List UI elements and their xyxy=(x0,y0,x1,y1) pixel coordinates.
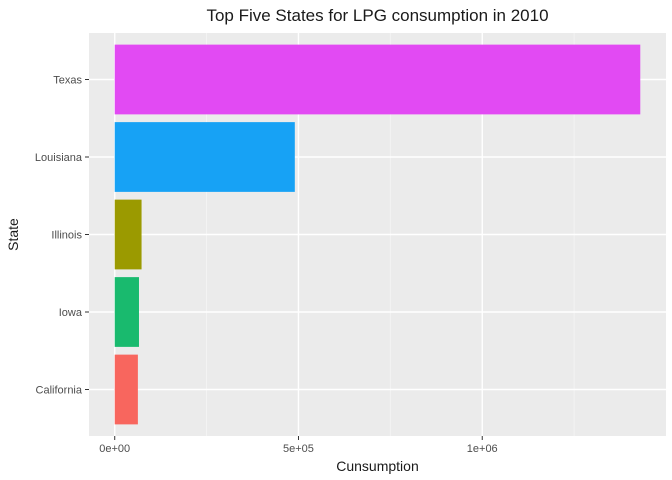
x-tick-label: 0e+00 xyxy=(99,443,130,455)
x-axis-title: Cunsumption xyxy=(336,458,419,474)
y-tick-label: Iowa xyxy=(59,307,83,319)
y-tick-label: Louisiana xyxy=(35,152,83,164)
bar-iowa xyxy=(114,277,139,347)
y-tick-label: Texas xyxy=(53,75,82,87)
y-axis-title: State xyxy=(5,218,21,251)
bars xyxy=(114,44,641,425)
bar-california xyxy=(114,354,138,425)
x-tick-label: 1e+06 xyxy=(467,443,498,455)
x-axis: 0e+00 5e+05 1e+06 xyxy=(99,436,498,455)
y-tick-label: Illinois xyxy=(51,230,82,242)
bar-texas xyxy=(114,44,641,115)
x-tick-label: 5e+05 xyxy=(283,443,314,455)
bar-illinois xyxy=(114,199,142,270)
chart-title: Top Five States for LPG consumption in 2… xyxy=(206,6,548,25)
y-tick-label: California xyxy=(36,385,83,397)
y-axis: Texas Louisiana Illinois Iowa California xyxy=(35,75,89,397)
bar-louisiana xyxy=(114,122,295,192)
